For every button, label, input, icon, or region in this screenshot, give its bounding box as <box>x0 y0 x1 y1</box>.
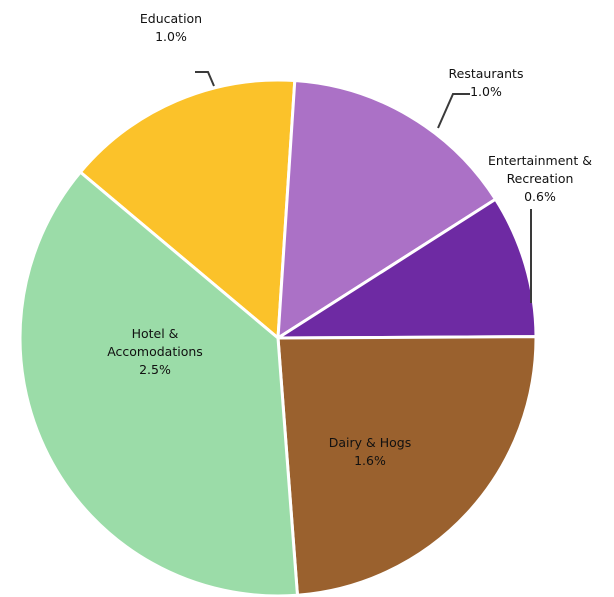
slice-label-entertainment-and-recreation: Entertainment & Recreation 0.6% <box>488 153 592 204</box>
pie-slices <box>18 78 538 597</box>
leader-line-restaurants <box>437 93 470 129</box>
slice-label-hotel-and-accomodations: Hotel & Accomodations 2.5% <box>107 326 203 377</box>
pie-slice-hotel-and-accomodations <box>18 170 299 597</box>
pie-slice-restaurants <box>276 79 497 340</box>
label-leader-lines <box>195 71 532 303</box>
slice-labels: Education 1.0% Restaurants 1.0% Entertainmen… <box>107 11 592 468</box>
pie-slice-education <box>78 78 297 340</box>
slice-label-education: Education 1.0% <box>140 11 202 44</box>
leader-line-education <box>195 71 215 87</box>
pie-slice-entertainment-and-recreation <box>276 197 538 340</box>
pie-slice-dairy-and-hogs <box>276 335 538 597</box>
slice-label-restaurants: Restaurants 1.0% <box>449 66 524 99</box>
slice-label-dairy-and-hogs: Dairy & Hogs 1.6% <box>329 435 411 468</box>
